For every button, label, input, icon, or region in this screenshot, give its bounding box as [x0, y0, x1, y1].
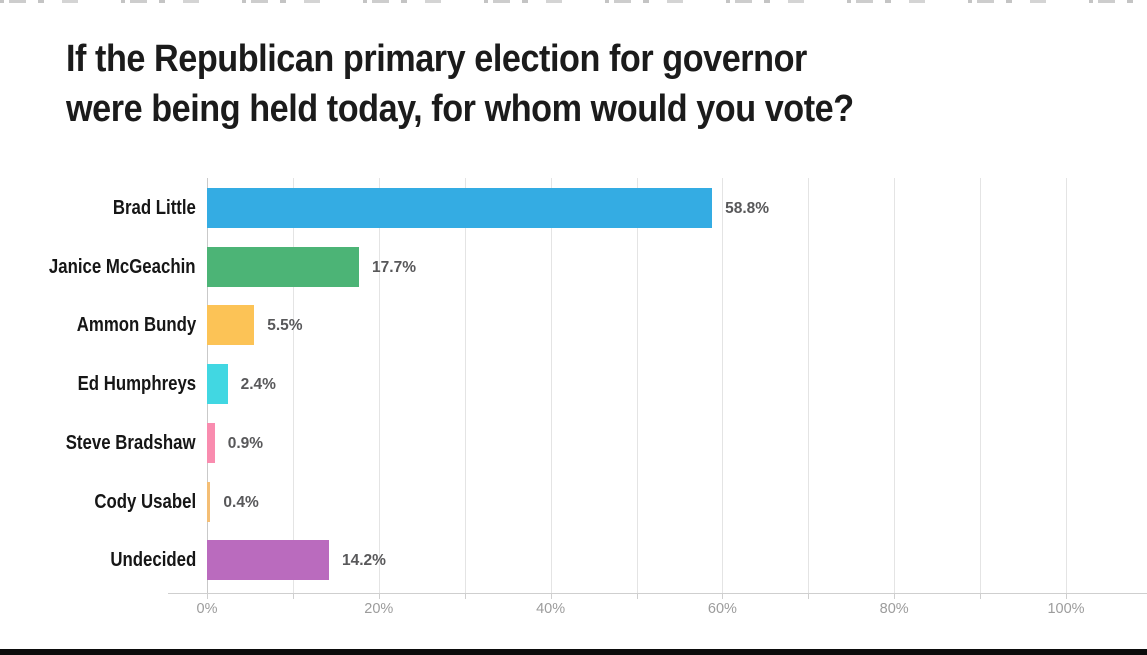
- bar-undecided: [207, 540, 329, 581]
- gridline-80pct: [894, 178, 896, 593]
- category-label-ed-humphreys: Ed Humphreys: [0, 364, 196, 404]
- category-label-text: Undecided: [110, 549, 196, 572]
- gridline-70pct: [808, 178, 810, 593]
- value-label-brad-little: 58.8%: [725, 200, 770, 217]
- x-axis-label-20pct: 20%: [364, 601, 394, 617]
- gridline-30pct: [464, 178, 466, 593]
- cropped-text-remnant-top: [0, 0, 1147, 3]
- gridline-20pct: [378, 178, 380, 593]
- axis-tick-70pct: [808, 593, 810, 599]
- category-label-steve-bradshaw: Steve Bradshaw: [0, 423, 196, 463]
- chart-title: If the Republican primary election for g…: [66, 34, 1076, 134]
- value-label-ammon-bundy: 5.5%: [267, 317, 303, 335]
- value-label-ed-humphreys: 2.4%: [240, 376, 276, 394]
- bar-brad-little: [207, 188, 713, 228]
- axis-tick-100pct: [1066, 593, 1067, 599]
- axis-tick-80pct: [894, 593, 896, 599]
- gridline-10pct: [292, 178, 294, 593]
- bar-steve-bradshaw: [207, 422, 215, 463]
- gridline-90pct: [980, 178, 982, 593]
- axis-tick-50pct: [636, 593, 638, 599]
- gridline-100pct: [1066, 178, 1067, 593]
- bottom-border-bar: [0, 649, 1147, 655]
- chart-title-line-1: If the Republican primary election for g…: [66, 38, 807, 80]
- category-label-cody-usabel: Cody Usabel: [0, 482, 196, 522]
- x-axis-label-40pct: 40%: [536, 601, 566, 617]
- category-label-text: Ed Humphreys: [77, 373, 196, 396]
- value-label-undecided: 14.2%: [341, 552, 386, 570]
- category-label-text: Janice McGeachin: [49, 255, 196, 278]
- value-label-steve-bradshaw: 0.9%: [227, 434, 264, 452]
- x-axis-line: [168, 593, 1147, 594]
- gridline-40pct: [550, 178, 552, 593]
- axis-tick-20pct: [378, 593, 380, 599]
- gridline-60pct: [722, 178, 724, 593]
- value-label-janice-mcgeachin: 17.7%: [372, 258, 416, 276]
- axis-tick-30pct: [464, 593, 466, 599]
- axis-tick-10pct: [292, 593, 294, 599]
- bar-janice-mcgeachin: [207, 246, 360, 287]
- category-label-text: Ammon Bundy: [76, 314, 196, 337]
- bar-ammon-bundy: [207, 305, 255, 346]
- category-label-ammon-bundy: Ammon Bundy: [0, 305, 196, 345]
- category-label-undecided: Undecided: [0, 540, 196, 580]
- category-label-text: Cody Usabel: [94, 490, 196, 513]
- category-label-text: Steve Bradshaw: [66, 431, 196, 454]
- bar-ed-humphreys: [207, 364, 228, 405]
- gridline-50pct: [636, 178, 638, 593]
- chart-title-line-2: were being held today, for whom would yo…: [66, 88, 854, 130]
- axis-tick-40pct: [550, 593, 552, 599]
- category-label-text: Brad Little: [112, 197, 196, 219]
- x-axis-label-0pct: 0%: [196, 601, 218, 617]
- x-axis-label-80pct: 80%: [879, 601, 909, 617]
- category-label-janice-mcgeachin: Janice McGeachin: [0, 247, 196, 287]
- axis-tick-0pct: [207, 593, 208, 599]
- value-label-cody-usabel: 0.4%: [223, 493, 259, 511]
- axis-tick-90pct: [980, 593, 982, 599]
- x-axis-label-60pct: 60%: [707, 601, 737, 617]
- x-axis-label-100pct: 100%: [1047, 601, 1085, 617]
- axis-tick-60pct: [722, 593, 724, 599]
- bar-cody-usabel: [207, 481, 211, 522]
- category-label-brad-little: Brad Little: [0, 188, 196, 228]
